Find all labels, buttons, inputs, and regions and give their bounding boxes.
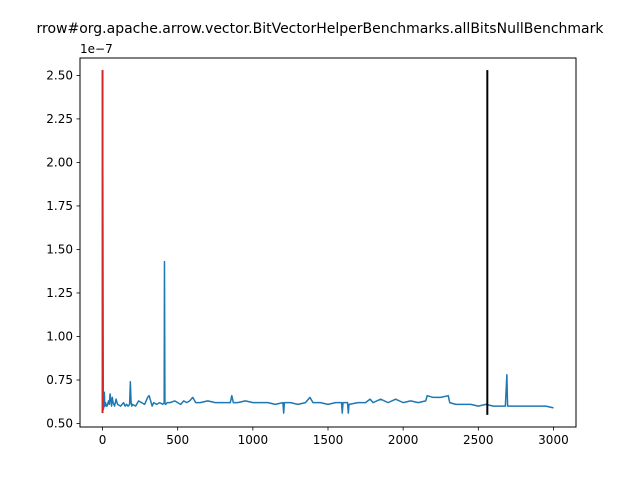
y-tick-label: 0.50	[46, 417, 73, 431]
series-line-0	[101, 70, 554, 414]
y-tick-label: 1.75	[46, 199, 73, 213]
chart-title: rrow#org.apache.arrow.vector.BitVectorHe…	[37, 21, 605, 37]
y-tick-label: 1.25	[46, 286, 73, 300]
y-offset-label: 1e−7	[80, 42, 113, 56]
y-tick-label: 2.25	[46, 112, 73, 126]
x-tick-label: 3000	[538, 433, 569, 447]
x-tick-label: 1500	[313, 433, 344, 447]
y-tick-label: 2.00	[46, 155, 73, 169]
y-tick-label: 0.75	[46, 373, 73, 387]
x-tick-label: 2500	[463, 433, 494, 447]
plot-frame	[79, 57, 577, 428]
y-tick-label: 1.00	[46, 329, 73, 343]
y-tick-label: 2.50	[46, 68, 73, 82]
y-tick-label: 1.50	[46, 242, 73, 256]
x-tick-label: 1000	[238, 433, 269, 447]
x-tick-label: 0	[99, 433, 107, 447]
x-tick-label: 500	[166, 433, 189, 447]
x-tick-label: 2000	[388, 433, 419, 447]
